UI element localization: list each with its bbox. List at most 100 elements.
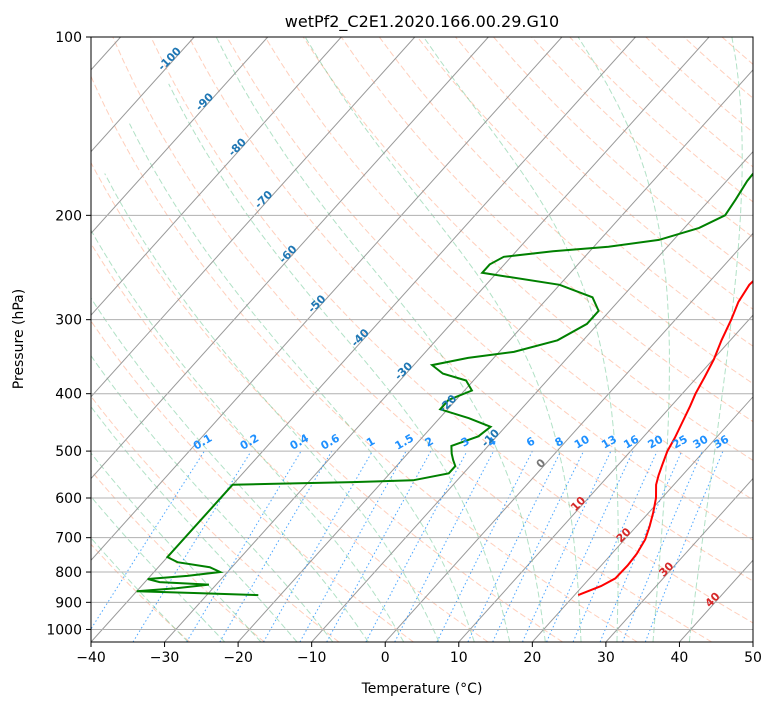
mixing-ratio-label: 8 — [553, 435, 566, 450]
mixing-ratio-label: 0.6 — [318, 431, 342, 452]
line-labels: 0.1 0.2 0.4 0.6 1 1.5 2 3 4 6 8 10 13 16 20 25 30 36-100-… — [155, 44, 731, 609]
mixing-ratio-line — [436, 450, 533, 642]
isotherm — [91, 37, 269, 235]
adiabat-label: -80 — [226, 135, 249, 158]
moist-adiabat — [577, 37, 670, 642]
mixing-ratio-label: 1 — [364, 435, 377, 450]
mixing-ratio-line — [492, 450, 585, 642]
dry-adiabat — [91, 161, 563, 642]
mixing-ratio-line — [91, 450, 205, 630]
isotherm — [531, 396, 753, 642]
x-axis-label: Temperature (°C) — [361, 681, 483, 697]
dry-adiabat — [455, 37, 753, 310]
moist-adiabat — [215, 37, 546, 642]
y-tick-label: 100 — [55, 30, 82, 46]
isotherm — [91, 37, 342, 316]
x-tick-label: 0 — [381, 650, 390, 666]
dry-adiabat — [226, 37, 753, 541]
y-tick-label: 500 — [55, 444, 82, 460]
adiabat-label: -60 — [276, 242, 299, 265]
mixing-ratio-label: 30 — [691, 432, 711, 451]
isotherm — [164, 37, 710, 642]
y-tick-label: 300 — [55, 313, 82, 329]
y-axis-label: Pressure (hPa) — [11, 289, 27, 389]
dry-adiabat — [91, 469, 265, 642]
dry-adiabat — [417, 37, 753, 347]
moist-adiabat — [91, 405, 298, 642]
adiabat-label: -30 — [392, 359, 415, 382]
moist-adiabat — [304, 37, 582, 642]
x-axis-ticks: −40 −30 −20 −10 0 10 20 30 40 50 — [76, 642, 762, 666]
profile-line-2 — [136, 172, 753, 597]
adiabat-label: -100 — [155, 44, 184, 73]
background-lines — [91, 37, 775, 642]
dry-adiabat — [721, 37, 753, 65]
adiabat-label: -90 — [193, 90, 216, 113]
mixing-ratio-line — [326, 450, 432, 642]
moist-adiabat — [91, 229, 405, 642]
dry-adiabat — [760, 37, 775, 642]
y-tick-label: 600 — [55, 491, 82, 507]
x-tick-label: −40 — [76, 650, 106, 666]
chart-title: wetPf2_C2E1.2020.166.00.29.G10 — [285, 12, 559, 32]
isotherm — [311, 150, 753, 642]
dry-adiabat — [264, 37, 753, 501]
dry-adiabat — [378, 37, 753, 385]
y-tick-label: 1000 — [46, 622, 82, 638]
moist-adiabat — [423, 37, 619, 642]
mixing-ratio-label: 16 — [621, 432, 641, 451]
adiabat-label: -50 — [305, 292, 328, 315]
adiabat-label: -40 — [349, 326, 372, 349]
dry-adiabat — [91, 75, 638, 642]
mixing-ratio-label: 13 — [599, 433, 619, 452]
y-tick-label: 200 — [55, 208, 82, 224]
mixing-ratio-line — [546, 450, 634, 642]
dry-adiabat — [607, 37, 753, 168]
mixing-ratio-label: 1.5 — [393, 432, 416, 453]
mixing-ratio-line — [263, 450, 373, 642]
dry-adiabat — [302, 37, 753, 461]
x-tick-label: 20 — [523, 650, 541, 666]
dry-adiabat — [493, 37, 753, 274]
profile-lines — [136, 172, 753, 597]
mixing-ratio-line — [572, 450, 658, 642]
y-tick-label: 700 — [55, 531, 82, 547]
isotherm — [752, 641, 753, 642]
dry-adiabat — [683, 37, 753, 99]
moist-adiabat — [104, 173, 440, 642]
adiabat-label: -20 — [436, 392, 459, 415]
mixing-ratio-label: 2 — [423, 435, 436, 450]
isotherm — [91, 37, 563, 562]
y-tick-label: 400 — [55, 387, 82, 403]
x-tick-label: 40 — [671, 650, 689, 666]
adiabat-label: 20 — [614, 525, 634, 545]
dry-adiabat — [91, 395, 340, 642]
x-tick-label: −20 — [223, 650, 253, 666]
x-tick-label: 30 — [597, 650, 615, 666]
y-axis-ticks: 100 200 300 400 500 600 700 800 900 1000 — [46, 30, 91, 638]
isotherm — [91, 37, 489, 480]
y-tick-label: 800 — [55, 565, 82, 581]
mixing-ratio-label: 3 — [459, 435, 472, 450]
moist-adiabat — [91, 354, 334, 642]
mixing-ratio-line — [299, 450, 407, 642]
mixing-ratio-line — [644, 450, 724, 642]
moist-adiabat — [91, 452, 262, 642]
y-tick-label: 900 — [55, 595, 82, 611]
adiabat-label: 40 — [703, 590, 723, 610]
isotherm — [91, 37, 416, 398]
mixing-ratio-line — [599, 450, 683, 642]
isotherm — [458, 314, 753, 642]
moist-adiabat — [688, 37, 743, 642]
plot-frame — [90, 36, 754, 643]
isotherm — [605, 477, 753, 642]
profile-line-1 — [577, 279, 753, 597]
dry-adiabat — [112, 37, 713, 642]
mixing-ratio-label: 0.2 — [238, 432, 261, 453]
moist-adiabat — [168, 83, 511, 642]
mixing-ratio-label: 0.4 — [288, 431, 312, 452]
moist-adiabat — [91, 297, 369, 642]
mixing-ratio-line — [365, 450, 468, 642]
isotherm — [384, 232, 753, 642]
